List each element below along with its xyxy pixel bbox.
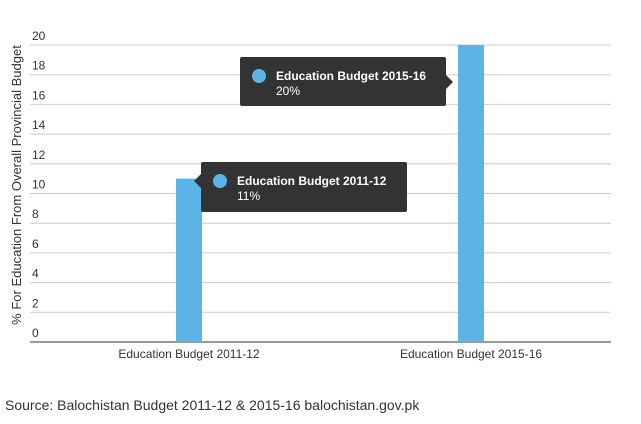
- y-tick-label: 18: [32, 59, 46, 73]
- tooltip-value: 11%: [237, 189, 260, 203]
- bar-2[interactable]: [458, 45, 484, 342]
- tooltip-title: Education Budget 2015-16: [276, 69, 426, 83]
- tooltip-arrow: [446, 75, 453, 89]
- tooltip-box: [201, 162, 407, 212]
- tooltip-box: [240, 57, 446, 106]
- y-tick-label: 0: [32, 326, 39, 340]
- x-category-label: Education Budget 2015-16: [400, 347, 542, 361]
- y-tick-label: 16: [32, 88, 46, 102]
- y-tick-label: 20: [32, 29, 46, 43]
- y-axis-title: % For Education From Overall Provincial …: [9, 45, 24, 325]
- bar-1[interactable]: [176, 178, 202, 342]
- tooltip-arrow: [194, 174, 201, 188]
- y-tick-label: 10: [32, 178, 46, 192]
- tooltip-title: Education Budget 2011-12: [237, 174, 387, 188]
- x-axis-labels: Education Budget 2011-12 Education Budget…: [118, 347, 542, 361]
- y-tick-label: 4: [32, 267, 39, 281]
- tooltip-value: 20%: [276, 84, 300, 98]
- tooltip-series-dot: [213, 174, 227, 188]
- bars: [176, 45, 484, 342]
- tooltip-series-dot: [252, 69, 266, 83]
- y-axis-ticks: 0 2 4 6 8 10 12 14 16 18 20: [32, 29, 46, 340]
- y-tick-label: 12: [32, 148, 46, 162]
- x-category-label: Education Budget 2011-12: [118, 347, 260, 361]
- y-tick-label: 14: [32, 118, 46, 132]
- chart-canvas: 0 2 4 6 8 10 12 14 16 18 20 Education Budget 2011-…: [9, 29, 611, 361]
- y-tick-label: 2: [32, 296, 39, 310]
- source-note: Source: Balochistan Budget 2011-12 & 201…: [5, 397, 420, 413]
- y-tick-label: 8: [32, 207, 39, 221]
- y-tick-label: 6: [32, 237, 39, 251]
